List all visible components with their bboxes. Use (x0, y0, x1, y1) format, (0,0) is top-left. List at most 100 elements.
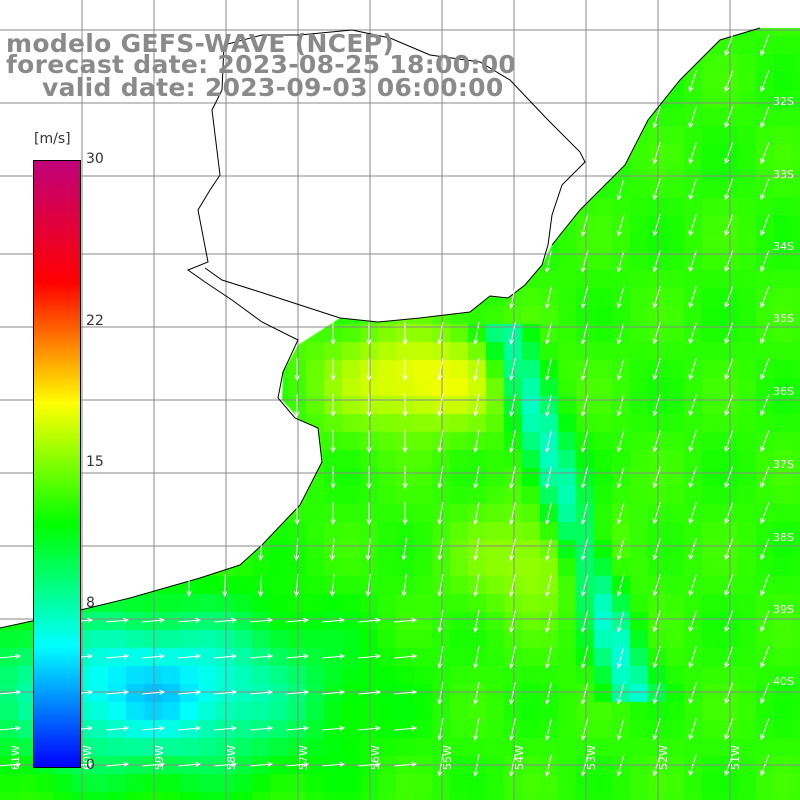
wind-arrow (473, 754, 480, 777)
wind-arrow (688, 538, 697, 561)
wind-arrow (760, 142, 770, 165)
longitude-label: 56W (369, 745, 382, 770)
wind-arrow (724, 286, 734, 309)
wind-arrow (724, 718, 734, 741)
longitude-label: 51W (729, 745, 742, 770)
wind-arrow (688, 322, 697, 345)
wind-arrow (760, 394, 770, 417)
wind-arrow (724, 430, 734, 453)
wind-arrow (580, 502, 589, 525)
wind-arrow (724, 502, 734, 525)
wind-arrow (402, 394, 408, 418)
model-title: modelo GEFS-WAVE (NCEP) (6, 29, 395, 58)
wind-arrow (322, 653, 346, 659)
wind-arrow (760, 682, 770, 705)
wind-arrow (724, 682, 734, 705)
wind-arrow (652, 286, 661, 309)
wind-arrow (616, 178, 625, 201)
wind-arrow (473, 610, 480, 633)
wind-arrow (437, 682, 444, 705)
wind-arrow (394, 725, 418, 731)
wind-arrow (286, 689, 310, 695)
wind-arrow (616, 682, 625, 705)
wind-arrow (724, 610, 734, 633)
wind-arrow (473, 430, 480, 453)
wind-arrow (402, 322, 408, 346)
wind-arrow (580, 250, 589, 273)
wind-arrow (652, 538, 661, 561)
wind-arrow (473, 322, 480, 345)
wind-arrow (760, 646, 770, 669)
wind-arrow (286, 617, 310, 623)
wind-arrow (724, 178, 734, 201)
wind-arrow (294, 394, 300, 418)
latitude-label: 40S (773, 675, 794, 688)
wind-arrow (760, 178, 770, 201)
wind-arrow (258, 537, 264, 562)
wind-arrow (394, 689, 418, 695)
wind-arrow (178, 689, 202, 695)
wind-arrow (760, 250, 770, 273)
wind-arrow (509, 574, 516, 597)
wind-arrow (322, 617, 346, 623)
wind-arrow (652, 394, 661, 417)
wind-arrow (394, 761, 418, 767)
wind-arrow (652, 322, 661, 345)
wind-arrow (760, 502, 770, 525)
wind-arrow (544, 286, 552, 309)
wind-arrow (0, 653, 22, 659)
wind-arrow (178, 617, 202, 623)
wind-arrow (250, 761, 274, 767)
wind-arrow (509, 394, 516, 417)
wind-arrow (509, 358, 516, 381)
wind-arrow (106, 617, 130, 623)
wind-arrow (322, 761, 346, 767)
latitude-label: 34S (773, 240, 794, 253)
wind-arrow (544, 646, 552, 669)
wind-arrow (616, 538, 625, 561)
legend-unit: [m/s] (34, 131, 71, 147)
wind-arrow (580, 646, 589, 669)
wind-arrow (473, 646, 480, 669)
latitude-label: 38S (773, 531, 794, 544)
wind-arrow (724, 646, 734, 669)
wind-arrow (760, 754, 770, 777)
wind-arrow (437, 430, 444, 453)
wind-arrow (401, 574, 408, 598)
wind-arrow (652, 142, 661, 165)
wind-arrow (473, 466, 480, 489)
longitude-label: 55W (441, 745, 454, 770)
wind-arrow (616, 466, 625, 489)
wind-arrow (250, 617, 274, 623)
wind-arrow (616, 358, 625, 381)
longitude-label: 58W (225, 745, 238, 770)
wind-arrow (688, 286, 697, 309)
wind-arrow (760, 466, 770, 489)
wind-arrow (688, 178, 697, 201)
wind-arrow (509, 646, 516, 669)
wind-arrow (724, 106, 734, 129)
wind-arrow (366, 358, 372, 382)
wind-arrow (142, 761, 166, 767)
latitude-label: 33S (773, 168, 794, 181)
wind-arrow (652, 610, 661, 633)
wind-arrow (394, 653, 418, 659)
wind-arrow (509, 754, 516, 777)
legend-tick-label: 22 (86, 312, 104, 329)
wind-arrow (322, 689, 346, 695)
wind-arrow (760, 718, 770, 741)
wind-arrow (580, 682, 589, 705)
wind-arrow (760, 70, 770, 93)
wind-arrow (106, 653, 130, 659)
wind-arrow (365, 574, 371, 598)
legend-tick-label: 15 (86, 454, 104, 470)
wind-arrow (358, 761, 382, 767)
wind-arrow (293, 537, 300, 562)
wind-arrow (366, 466, 372, 490)
wind-arrow (509, 322, 516, 345)
wind-arrow (580, 754, 589, 777)
wind-arrow (652, 466, 661, 489)
wind-arrow (688, 502, 697, 525)
